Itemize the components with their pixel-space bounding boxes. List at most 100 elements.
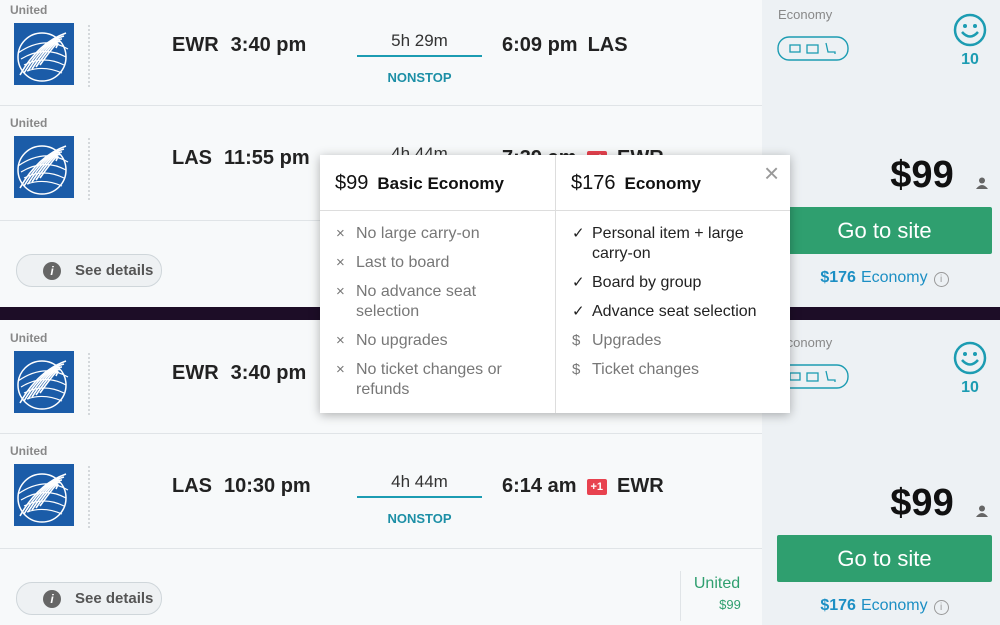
fare-name: Basic Economy [377, 174, 504, 193]
feature-mark: × [336, 283, 345, 300]
day-offset-badge: +1 [586, 478, 608, 495]
row-divider [0, 548, 762, 549]
depart-airport: LAS [172, 147, 212, 169]
info-icon: i [43, 589, 61, 608]
person-icon [976, 504, 988, 522]
airline-logo [14, 23, 74, 85]
arrive-airport: EWR [617, 475, 664, 497]
airline-label: United [10, 331, 48, 345]
go-to-site-button[interactable]: Go to site [777, 535, 992, 582]
price: $99 [890, 482, 954, 524]
departure: EWR 3:40 pm [172, 362, 306, 385]
info-icon: i [43, 261, 61, 280]
popup-column-divider [555, 155, 556, 413]
feature-text: No ticket changes or refunds [356, 361, 502, 398]
see-details-button[interactable]: i See details [16, 254, 162, 287]
depart-airport: EWR [172, 362, 219, 384]
row-divider [0, 105, 762, 106]
departure: LAS 10:30 pm [172, 475, 311, 498]
feature-mark: × [336, 361, 345, 378]
airline-logo [14, 136, 74, 198]
fare-popup: × $99 Basic Economy × No large carry-on × Las… [320, 155, 790, 413]
go-to-site-label: Go to site [837, 545, 932, 571]
fare-price: $176 [571, 172, 616, 194]
go-to-site-button[interactable]: Go to site [777, 207, 992, 254]
fare-header: $176 Economy [571, 172, 701, 195]
amenity-icons [777, 36, 849, 66]
info-icon: i [933, 600, 949, 615]
departure: EWR 3:40 pm [172, 34, 306, 57]
depart-airport: LAS [172, 475, 212, 497]
depart-airport: EWR [172, 34, 219, 56]
arrival: 6:09 pm LAS [502, 34, 628, 57]
feature-mark: $ [572, 361, 581, 378]
airline-logo [14, 351, 74, 413]
close-button[interactable]: × [764, 158, 780, 188]
feature-mark: × [336, 254, 345, 271]
feature-text: Advance seat selection [592, 303, 757, 320]
see-details-label: See details [75, 590, 154, 607]
depart-time: 3:40 pm [230, 34, 307, 56]
depart-time: 3:40 pm [230, 362, 307, 384]
duration: 5h 29m [391, 31, 448, 50]
arrive-time: 6:09 pm [502, 34, 578, 56]
footer-airline: United [693, 575, 741, 592]
alt-fare: $176 Economy i [777, 597, 992, 615]
feature-text: Board by group [592, 274, 702, 291]
see-details-label: See details [75, 262, 154, 279]
price: $99 [890, 154, 954, 196]
footer-separator [680, 571, 681, 621]
stops: NONSTOP [387, 511, 452, 526]
dotted-separator [88, 353, 90, 415]
airline-label: United [10, 3, 48, 17]
feature-mark: ✓ [572, 225, 585, 242]
alt-fare: $176 Economy i [777, 269, 992, 287]
dotted-separator [88, 25, 90, 87]
arrive-time: 6:14 am [502, 475, 577, 497]
fare-name: Economy [624, 174, 702, 193]
feature-mark: × [336, 332, 345, 349]
cabin-label: Economy [778, 7, 833, 22]
dotted-separator [88, 466, 90, 528]
duration-line [357, 496, 482, 498]
fare-price: $99 [335, 172, 369, 194]
stops: NONSTOP [387, 70, 452, 85]
row-divider [0, 433, 762, 434]
fare-header: $99 Basic Economy [335, 172, 504, 195]
feature-mark: $ [572, 332, 581, 349]
depart-time: 10:30 pm [224, 475, 311, 497]
score: 10 [961, 379, 979, 396]
feature-mark: ✓ [572, 274, 585, 291]
feature-text: Upgrades [592, 332, 662, 349]
feature-text: No advance seat selection [356, 283, 477, 320]
airline-label: United [10, 116, 48, 130]
departure: LAS 11:55 pm [172, 147, 310, 170]
dotted-separator [88, 138, 90, 200]
arrival: 6:14 am +1 EWR [502, 475, 664, 498]
feature-text: No upgrades [356, 332, 448, 349]
see-details-button[interactable]: i See details [16, 582, 162, 615]
footer-price: $99 [719, 597, 741, 612]
feature-text: Last to board [356, 254, 450, 271]
score-icon [953, 13, 987, 52]
info-icon: i [933, 272, 949, 287]
feature-text: Ticket changes [592, 361, 700, 378]
alt-price: $176 [820, 597, 856, 614]
duration-line [357, 55, 482, 57]
feature-mark: ✓ [572, 303, 585, 320]
cabin-label: Economy [778, 335, 833, 350]
alt-price: $176 [820, 269, 856, 286]
person-icon [976, 176, 988, 194]
feature-text: Personal item + large carry-on [592, 225, 744, 262]
feature-text: No large carry-on [356, 225, 480, 242]
go-to-site-label: Go to site [837, 217, 932, 243]
alt-cabin: Economy [860, 597, 928, 614]
feature-mark: × [336, 225, 345, 242]
airline-label: United [10, 444, 48, 458]
alt-cabin: Economy [860, 269, 928, 286]
depart-time: 11:55 pm [224, 147, 310, 169]
score-icon [953, 341, 987, 380]
arrive-airport: LAS [587, 34, 628, 56]
score: 10 [961, 51, 979, 68]
